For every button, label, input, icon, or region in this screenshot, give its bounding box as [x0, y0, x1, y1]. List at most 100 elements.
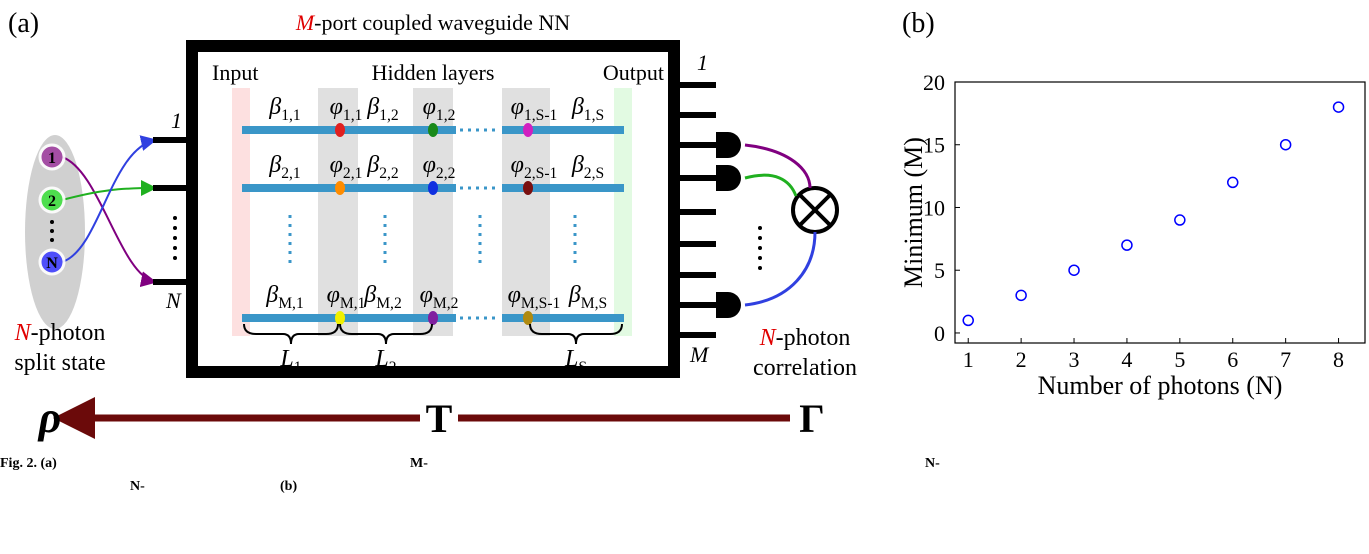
x-axis-label: Number of photons (N) — [1038, 371, 1283, 400]
title-text: -port coupled waveguide NN — [314, 10, 570, 35]
phi-label: φM,2 — [420, 282, 459, 312]
phi-label: φ2,2 — [423, 152, 456, 182]
beta-label: βM,S — [568, 282, 607, 312]
detector-wire — [744, 231, 817, 307]
phase-shifter — [428, 123, 438, 137]
brace — [243, 323, 339, 345]
t-op: T — [426, 396, 453, 441]
point — [1121, 239, 1133, 251]
x-tick-label: 4 — [1121, 347, 1132, 372]
symbol: φ — [423, 152, 436, 178]
symbol: φ — [330, 152, 343, 178]
correlator-cross — [798, 193, 832, 227]
label-text: -photon — [776, 325, 851, 351]
length-label: L1 — [279, 346, 301, 376]
subscript: M,2 — [376, 295, 402, 312]
y-tick-label: 15 — [923, 133, 945, 158]
panel-label: (a) — [8, 8, 39, 39]
point — [1068, 264, 1080, 276]
subscript: M,S-1 — [521, 295, 560, 312]
length-label: L2 — [374, 346, 396, 376]
x-tick-label: 7 — [1280, 347, 1291, 372]
beta-label: β2,1 — [268, 152, 300, 182]
photon-label: N — [46, 255, 58, 272]
beta-label: βM,1 — [265, 282, 304, 312]
caption-text: M- — [410, 456, 428, 471]
subscript: 1,2 — [379, 107, 399, 124]
label-var: N — [14, 320, 33, 346]
y-tick-label: 5 — [934, 258, 945, 283]
subscript: M,1 — [278, 295, 304, 312]
phi-label: φ1,2 — [423, 94, 456, 124]
point — [1279, 138, 1292, 151]
brace — [339, 323, 433, 345]
subscript: 1,2 — [436, 107, 456, 124]
caption-text: (b) — [280, 479, 297, 494]
beta-label: β1,2 — [366, 94, 398, 124]
phi-label: φ2,1 — [330, 152, 363, 182]
label-line: split state — [14, 350, 105, 376]
subscript: 2,S-1 — [524, 165, 557, 182]
photon-label: 1 — [48, 150, 56, 167]
x-tick-label: 6 — [1227, 347, 1238, 372]
symbol: β — [268, 152, 281, 178]
phi-label: φ1,S-1 — [511, 94, 558, 124]
point — [1332, 101, 1345, 113]
length-label: LS — [564, 346, 587, 376]
symbol: L — [279, 346, 293, 372]
caption-text: N- — [130, 479, 145, 494]
label-line: N-photon — [759, 325, 851, 351]
symbol: φ — [420, 282, 433, 308]
symbol: φ — [330, 94, 343, 120]
diagram-title: M-port coupled waveguide NN — [295, 10, 570, 35]
section-label: Output — [603, 60, 664, 85]
subscript: 2,2 — [379, 165, 399, 182]
symbol: β — [366, 94, 379, 120]
symbol: L — [564, 346, 578, 372]
detector-wire — [744, 143, 812, 189]
phase-shifter — [335, 181, 345, 195]
symbol: β — [363, 282, 376, 308]
subscript: 1,S-1 — [524, 107, 557, 124]
photon — [38, 186, 66, 214]
symbol: φ — [511, 152, 524, 178]
x-tick-label: 2 — [1016, 347, 1027, 372]
beta-label: βM,2 — [363, 282, 402, 312]
beta-label: β1,S — [571, 94, 604, 124]
x-tick-label: 1 — [963, 347, 974, 372]
symbol: β — [366, 152, 379, 178]
phase-shifter — [335, 311, 345, 325]
detector — [716, 292, 741, 318]
subscript: 1,1 — [281, 107, 301, 124]
section-label: Input — [212, 60, 258, 85]
y-tick-label: 10 — [923, 195, 945, 220]
port-label: 1 — [697, 50, 708, 75]
symbol: β — [265, 282, 278, 308]
subscript: 2,1 — [343, 165, 363, 182]
point — [1174, 214, 1186, 226]
x-tick-label: 3 — [1069, 347, 1080, 372]
port-label: 1 — [171, 108, 182, 133]
symbol: φ — [508, 282, 521, 308]
label-line: correlation — [753, 355, 857, 381]
symbol: β — [268, 94, 281, 120]
symbol: φ — [423, 94, 436, 120]
point — [1015, 289, 1027, 302]
y-tick-label: 0 — [934, 321, 945, 346]
detector — [716, 132, 741, 158]
phi-label: φ1,1 — [330, 94, 363, 124]
photon-label: 2 — [48, 193, 56, 210]
subscript: M,S — [581, 295, 607, 312]
symbol: φ — [327, 282, 340, 308]
phase-shifter — [335, 123, 345, 137]
phi-label: φM,1 — [327, 282, 366, 312]
beta-label: β2,2 — [366, 152, 398, 182]
label-var: N — [759, 325, 778, 351]
label-text: -photon — [31, 320, 106, 346]
phase-shifter — [523, 181, 533, 195]
output-layer — [614, 88, 632, 336]
subscript: 1 — [294, 359, 302, 376]
photon — [38, 248, 66, 276]
subscript: 2,S — [584, 165, 604, 182]
